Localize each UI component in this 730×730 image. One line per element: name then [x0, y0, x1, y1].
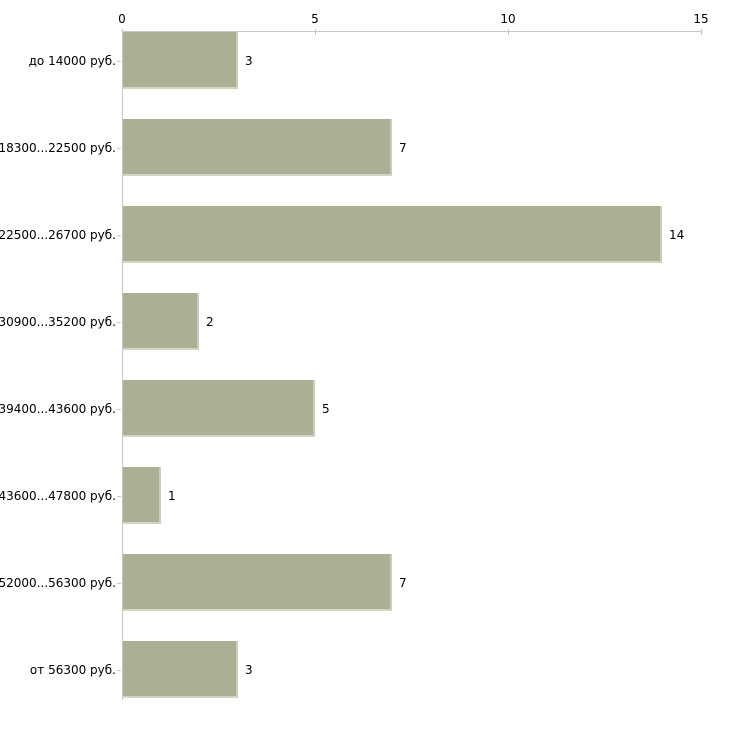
bar: [123, 32, 238, 89]
bar-value-label: 5: [322, 402, 330, 416]
x-axis-tick-label: 15: [693, 12, 709, 26]
category-label: 39400...43600 руб.: [0, 402, 116, 416]
category-label: 18300...22500 руб.: [0, 141, 116, 155]
category-label: от 56300 руб.: [29, 663, 116, 677]
x-axis-tick-label: 10: [500, 12, 516, 26]
bar-value-label: 14: [669, 228, 685, 242]
bar: [123, 641, 238, 698]
x-axis-tick-label: 5: [311, 12, 319, 26]
category-tick-mark: [117, 322, 121, 323]
bar-value-label: 3: [245, 663, 253, 677]
bar: [123, 467, 161, 524]
bar: [123, 206, 662, 263]
bar-value-label: 2: [206, 315, 214, 329]
bar-value-label: 7: [399, 576, 407, 590]
x-axis-tick-mark: [508, 29, 509, 35]
category-label: 43600...47800 руб.: [0, 489, 116, 503]
category-label: до 14000 руб.: [28, 54, 116, 68]
y-axis-line: [122, 31, 123, 700]
category-tick-mark: [117, 670, 121, 671]
x-axis-tick-mark: [701, 29, 702, 35]
category-tick-mark: [117, 148, 121, 149]
category-label: 30900...35200 руб.: [0, 315, 116, 329]
category-tick-mark: [117, 583, 121, 584]
x-axis-tick-mark: [315, 29, 316, 35]
bar-value-label: 7: [399, 141, 407, 155]
bar: [123, 380, 315, 437]
category-tick-mark: [117, 496, 121, 497]
bar: [123, 119, 392, 176]
x-axis-line: [122, 31, 702, 32]
category-tick-mark: [117, 409, 121, 410]
category-tick-mark: [117, 235, 121, 236]
bar-value-label: 1: [168, 489, 176, 503]
x-axis-tick-label: 0: [118, 12, 126, 26]
bar-value-label: 3: [245, 54, 253, 68]
x-axis-tick-mark: [122, 29, 123, 35]
category-tick-mark: [117, 61, 121, 62]
category-label: 52000...56300 руб.: [0, 576, 116, 590]
bar: [123, 554, 392, 611]
category-label: 22500...26700 руб.: [0, 228, 116, 242]
bar: [123, 293, 199, 350]
